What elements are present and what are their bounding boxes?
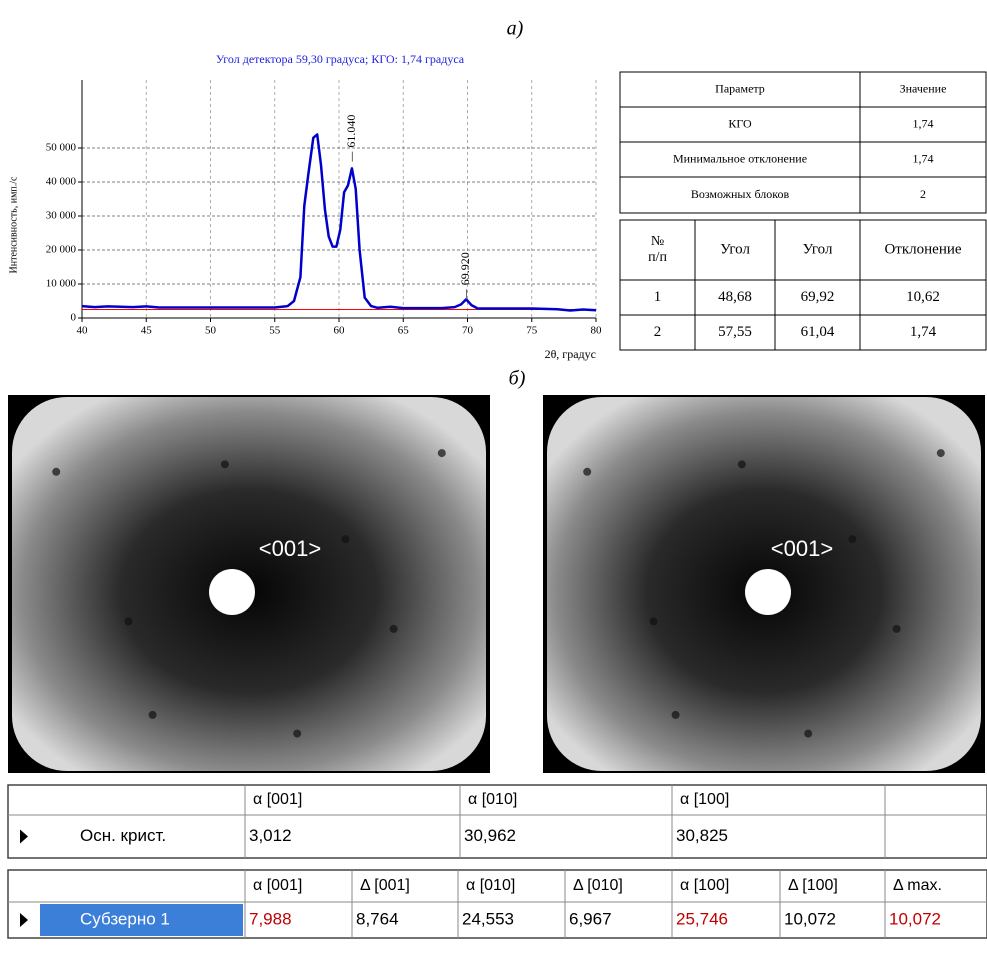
y-tick-label: 20 000 [46, 244, 77, 256]
grid-value: 7,988 [249, 909, 292, 928]
spot [124, 617, 133, 626]
selected-cell [40, 904, 243, 936]
grid-value: 30,962 [464, 826, 516, 845]
spot [148, 710, 157, 719]
spot [52, 467, 61, 476]
y-tick-label: 40 000 [46, 176, 77, 188]
spot [671, 710, 680, 719]
table-cell: Параметр [715, 81, 765, 95]
spot [649, 617, 658, 626]
x-tick-label: 45 [141, 325, 153, 337]
table-cell: 1,74 [913, 151, 934, 165]
spot [804, 729, 813, 738]
grid-value: 24,553 [462, 909, 514, 928]
spot [220, 460, 229, 469]
x-axis-label: 2θ, градус [545, 347, 596, 361]
spot [848, 535, 857, 544]
table-border [619, 219, 987, 351]
x-tick-label: 40 [77, 325, 89, 337]
panel-label: а) [507, 18, 524, 40]
x-tick-label: 70 [462, 325, 474, 337]
table-cell: 61,04 [801, 324, 835, 340]
spot [389, 624, 398, 633]
y-axis-label: Интенсивность, имп./с [8, 176, 19, 274]
column-header: Δ max. [893, 877, 942, 894]
row-selector [20, 829, 28, 844]
table-cell: 48,68 [718, 289, 752, 305]
column-header: α [100] [680, 877, 729, 894]
table-cell: Угол [803, 241, 833, 257]
table-cell: № п/п [648, 234, 667, 265]
table-cell: 1,74 [910, 324, 937, 340]
table-cell: Значение [900, 81, 947, 95]
spot [892, 624, 901, 633]
image-label: <001> [259, 536, 321, 561]
grid-value: 30,825 [676, 826, 728, 845]
x-tick-label: 50 [205, 325, 217, 337]
beam-stop [209, 569, 255, 615]
row-label: Субзерно 1 [80, 909, 170, 928]
table-cell: 1 [654, 289, 662, 305]
y-tick-label: 0 [71, 312, 77, 324]
spot [936, 449, 945, 458]
grid-panel [7, 784, 987, 859]
table-cell: 57,55 [718, 324, 752, 340]
annotation-label: 61.040 [344, 115, 358, 148]
grid-value: 10,072 [784, 909, 836, 928]
grid-value: 10,072 [889, 909, 941, 928]
table-cell: Возможных блоков [691, 187, 790, 201]
column-header: Δ [010] [573, 877, 623, 894]
column-header: α [010] [466, 877, 515, 894]
row-label: Осн. крист. [80, 826, 166, 845]
x-tick-label: 80 [591, 325, 603, 337]
table-cell: КГО [728, 116, 752, 130]
x-tick-label: 65 [398, 325, 410, 337]
table-cell: 2 [654, 324, 662, 340]
column-header: α [100] [680, 791, 729, 808]
data-line [81, 133, 597, 312]
column-header: α [001] [253, 791, 302, 808]
spot [583, 467, 592, 476]
spot [293, 729, 302, 738]
table-cell: Отклонение [884, 241, 961, 257]
grid-value: 3,012 [249, 826, 292, 845]
beam-stop [745, 569, 791, 615]
y-tick-label: 10 000 [46, 278, 77, 290]
image-label: <001> [771, 536, 833, 561]
x-tick-label: 55 [269, 325, 281, 337]
spot [437, 449, 446, 458]
table-cell: 10,62 [906, 289, 940, 305]
panel-label: б) [509, 368, 526, 390]
grid-value: 6,967 [569, 909, 612, 928]
spot [737, 460, 746, 469]
y-tick-label: 50 000 [46, 142, 77, 154]
column-header: Δ [001] [360, 877, 410, 894]
table-cell: 2 [920, 187, 926, 201]
grid-value: 8,764 [356, 909, 399, 928]
y-tick-label: 30 000 [46, 210, 77, 222]
table-cell: 1,74 [913, 116, 934, 130]
table-cell: Угол [720, 241, 750, 257]
annotation-label: 69.920 [458, 252, 472, 285]
x-tick-label: 60 [334, 325, 346, 337]
grid-value: 25,746 [676, 909, 728, 928]
column-header: α [010] [468, 791, 517, 808]
spot [341, 535, 350, 544]
table-cell: 69,92 [801, 289, 835, 305]
column-header: Δ [100] [788, 877, 838, 894]
chart-title: Угол детектора 59,30 градуса; КГО: 1,74 … [216, 52, 465, 66]
table-cell: Минимальное отклонение [673, 151, 807, 165]
row-selector [20, 913, 28, 927]
column-header: α [001] [253, 877, 302, 894]
grid-tail [9, 939, 986, 966]
x-tick-label: 75 [526, 325, 538, 337]
